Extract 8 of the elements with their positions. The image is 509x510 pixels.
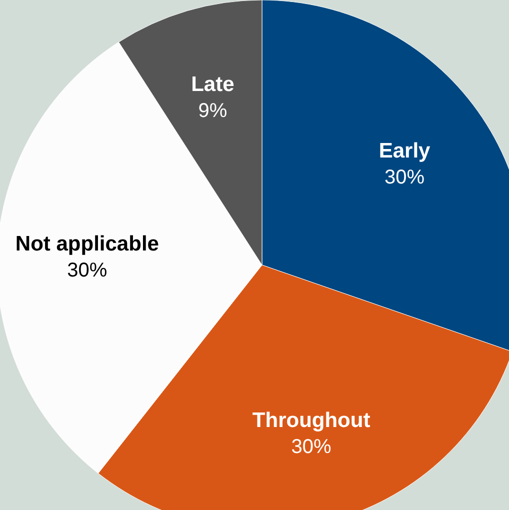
slice-label: Throughout xyxy=(252,408,370,432)
data-label: 30% xyxy=(67,260,108,282)
slice-label: Late xyxy=(191,73,234,96)
data-label: 30% xyxy=(384,166,425,188)
data-label: 9% xyxy=(198,100,228,122)
slice-label: Early xyxy=(378,139,431,162)
slice-label: Not applicable xyxy=(15,232,159,256)
data-label: 30% xyxy=(291,436,332,458)
